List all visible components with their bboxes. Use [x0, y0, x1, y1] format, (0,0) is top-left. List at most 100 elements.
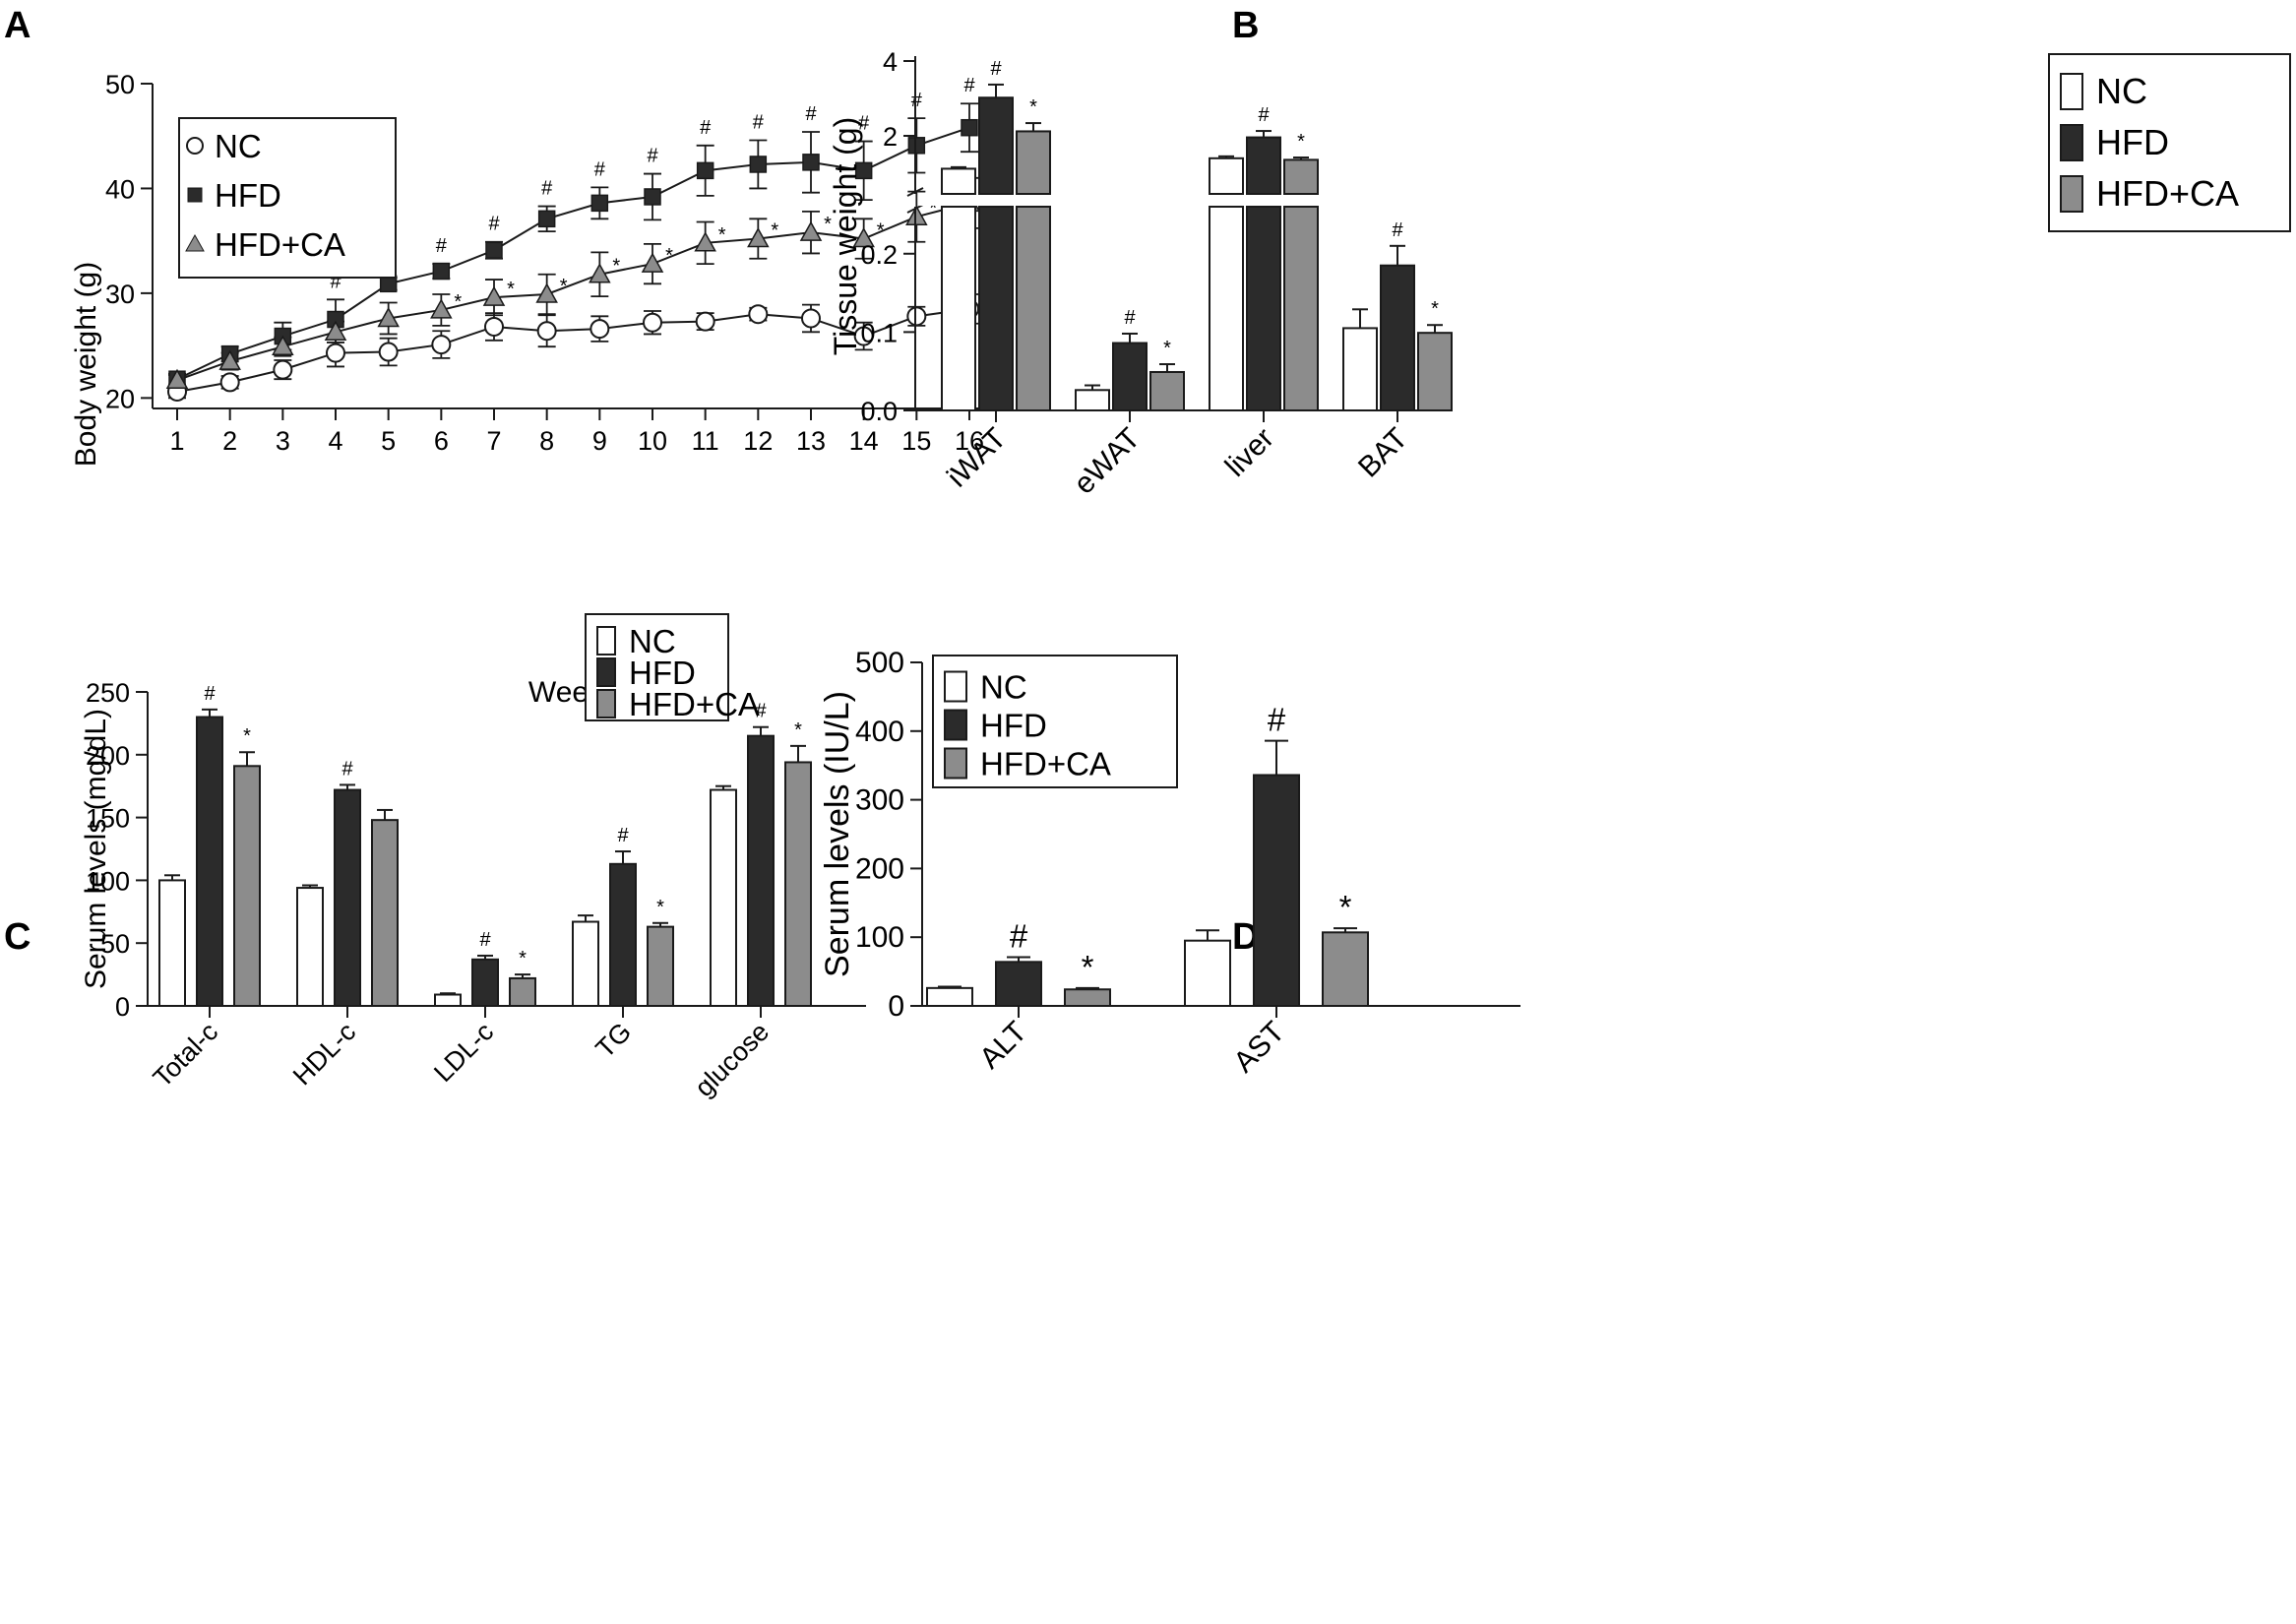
panel-d-legend-box: [932, 655, 1178, 788]
panel-b-legend-swatch-2: [2060, 175, 2083, 213]
panel-b-y-tick-label-lower-2: 0.2: [860, 240, 898, 270]
panel-b-bar-BAT-HFD: [1380, 264, 1415, 412]
panel-b-break-mark-2: [906, 204, 924, 214]
panel-d-bar-AST-NC: [1184, 939, 1231, 1007]
panel-c-bar-HDL-c-NC: [296, 887, 324, 1008]
panel-a-s0-point-2: [273, 359, 293, 380]
panel-a-s2-point-6: [482, 285, 506, 306]
panel-a-x-tick-label-1: 2: [222, 426, 237, 456]
panel-c-bar-TG-NC: [572, 920, 599, 1007]
panel-c-x-tick-label-1: HDL-c: [287, 1017, 361, 1091]
panel-c-bar-LDL-c-HFD+CA: [509, 976, 536, 1007]
panel-b-bar-iWAT-NC-upper: [941, 167, 976, 195]
panel-a-s0-point-11: [748, 304, 769, 325]
panel-b-x-tick-label-3: BAT: [1352, 422, 1414, 484]
panel-c-mark-0-1: #: [204, 683, 216, 705]
panel-b-bar-iWAT-HFD-lower: [978, 206, 1014, 411]
panel-a-s2-point-11: [747, 227, 770, 248]
panel-b-bar-eWAT-HFD+CA-mark: *: [1163, 338, 1171, 359]
panel-c-bar-HDL-c-HFD: [334, 788, 361, 1008]
panel-b-bar-iWAT-NC-lower: [941, 206, 976, 411]
panel-d-y-label: Serum levels (IU/L): [819, 691, 856, 977]
panel-a-s0-point-9: [643, 312, 662, 333]
panel-c-y-tick-label-2: 100: [86, 866, 130, 896]
panel-c-bar-LDL-c-NC: [434, 993, 462, 1007]
panel-b-break-mark-1: [906, 187, 924, 197]
panel-d-y-tick-label-5: 500: [855, 647, 904, 679]
panel-c-y-tick-label-5: 250: [86, 678, 130, 708]
panel-d-mark-1-1: #: [1268, 702, 1286, 738]
panel-d-legend-swatch-1: [944, 709, 967, 741]
panel-c-legend-swatch-1: [596, 657, 616, 687]
panel-c-mark-2-1: #: [479, 929, 491, 951]
panel-a-s2-point-2: [272, 335, 294, 355]
panel-a-s1-point-14: [907, 137, 926, 155]
panel-a-s1-point-7: [537, 210, 556, 228]
panel-d-bar-chart: 0 100 200 300 400 500 ALT # * AST # * Serum levels (…: [819, 647, 1520, 1079]
panel-a-s2-mark-5: *: [454, 291, 462, 313]
panel-a-s2-point-13: [852, 227, 875, 248]
panel-d-x-tick-label-1: AST: [1227, 1016, 1291, 1080]
panel-b-legend-label-2: HFD+CA: [2096, 173, 2239, 214]
panel-c-mark-0-2: *: [243, 725, 251, 747]
panel-c-bar-glucose-HFD+CA: [784, 761, 812, 1007]
panel-d-bar-AST-HFD+CA: [1322, 931, 1369, 1008]
panel-a-s2-point-7: [535, 282, 558, 303]
panel-a-s0-point-14: [906, 306, 927, 327]
panel-a-s2-point-9: [641, 252, 664, 273]
panel-d-y-tick-label-2: 200: [855, 852, 904, 885]
panel-a-x-tick-label-3: 4: [328, 426, 342, 456]
panel-d-legend-label-1: HFD: [980, 708, 1047, 744]
panel-a-x-tick-label-5: 6: [434, 426, 449, 456]
panel-a-legend-label-0: NC: [215, 128, 262, 164]
panel-c-mark-4-1: #: [755, 701, 767, 722]
panel-b-bar-iWAT-HFD+CA-mark: *: [1029, 96, 1037, 118]
panel-a-s1-mark-10: #: [700, 117, 712, 139]
panel-a-s1-mark-6: #: [488, 214, 500, 235]
panel-a-s0-point-1: [219, 372, 240, 393]
panel-b-legend-label-1: HFD: [2096, 122, 2169, 162]
panel-c-bar-Total-c-HFD+CA: [233, 765, 261, 1007]
panel-a-s0-point-12: [801, 308, 821, 329]
panel-a-s1-point-11: [749, 156, 768, 173]
panel-b-legend-swatch-1: [2060, 124, 2083, 161]
panel-c-y-label: Serum levels (mg/dL): [80, 709, 112, 989]
panel-c-legend-label-0: NC: [629, 623, 676, 659]
panel-d-x-tick-label-0: ALT: [973, 1016, 1033, 1076]
panel-b-bar-liver-HFD+CA-mark: *: [1297, 131, 1305, 153]
panel-a-s1-point-6: [485, 241, 503, 260]
panel-a-s0-point-13: [853, 326, 874, 346]
panel-a-y-label: Body weight (g): [70, 262, 102, 467]
panel-a-label: A: [4, 5, 31, 46]
panel-a-s0-point-8: [590, 319, 610, 340]
panel-a-legend-label-2: HFD+CA: [215, 226, 345, 263]
panel-a-x-tick-label-11: 12: [743, 426, 773, 456]
panel-a-s1-point-5: [432, 262, 451, 281]
panel-c-mark-4-2: *: [794, 719, 802, 741]
panel-c-x-tick-label-0: Total-c: [148, 1017, 223, 1093]
panel-c-bar-chart: 0 50 100 150 200 250 Total-c # * HDL-c # LDL-c # * TG #…: [80, 613, 866, 1102]
panel-b-bar-BAT-HFD-mark: #: [1392, 219, 1403, 241]
panel-a-s2-mark-12: *: [824, 214, 832, 235]
panel-c-bar-TG-HFD: [609, 862, 637, 1008]
panel-d-bar-ALT-HFD+CA: [1064, 988, 1111, 1007]
panel-a-s1-mark-8: #: [594, 158, 606, 180]
panel-d-y-tick-label-1: 100: [855, 921, 904, 954]
panel-b-bar-iWAT-HFD+CA-lower: [1016, 206, 1051, 411]
panel-c-y-tick-label-1: 50: [100, 929, 130, 959]
panel-a-s1-point-10: [696, 161, 714, 180]
panel-d-legend-swatch-2: [944, 747, 967, 780]
panel-b-break-gap: [919, 195, 1442, 206]
panel-a-s2-mark-7: *: [560, 276, 568, 297]
panel-b-legend-swatch-0: [2060, 73, 2083, 110]
panel-c-legend-label-1: HFD: [629, 655, 696, 691]
panel-b-bar-liver-NC-lower: [1209, 206, 1244, 411]
panel-b-bar-BAT-HFD+CA-mark: *: [1431, 298, 1439, 320]
panel-a-s2-point-4: [377, 306, 400, 328]
panel-d-bar-AST-HFD: [1253, 774, 1300, 1007]
panel-a-x-tick-label-6: 7: [486, 426, 501, 456]
panel-d-mark-0-2: *: [1082, 949, 1094, 985]
panel-d-mark-1-2: *: [1339, 889, 1352, 925]
panel-d-bar-ALT-NC: [926, 986, 973, 1007]
panel-a-y-tick-label-0: 20: [105, 384, 135, 413]
